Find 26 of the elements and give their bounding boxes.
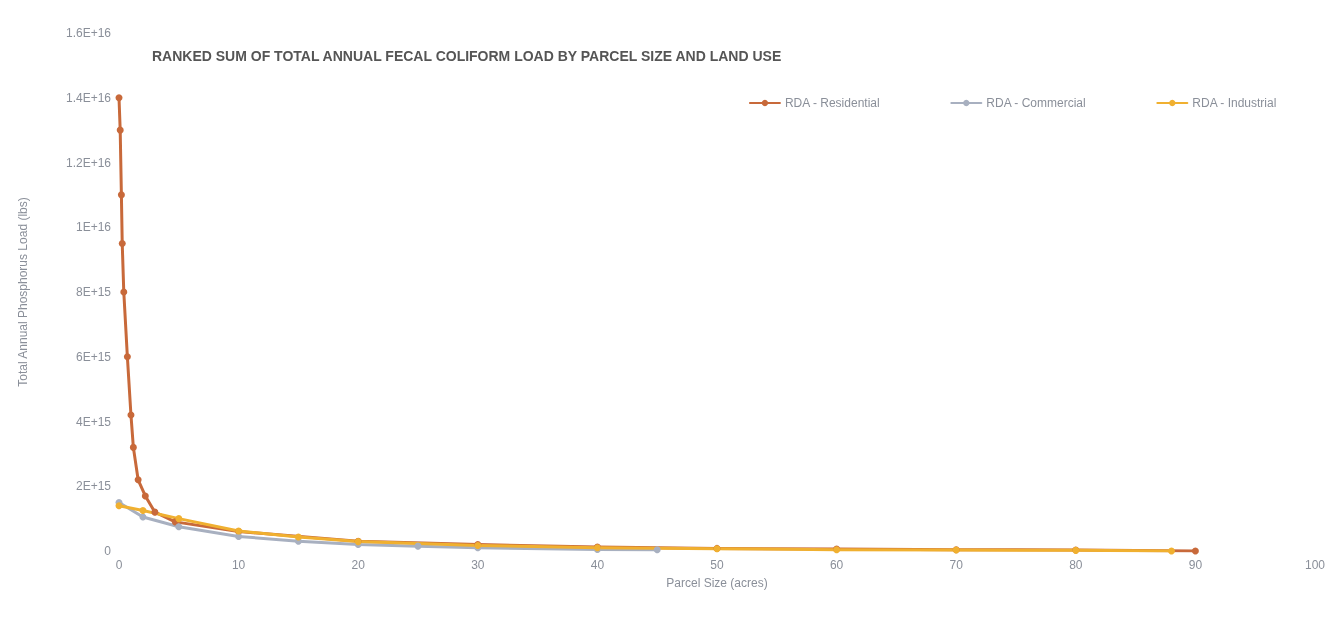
x-tick-label: 70 <box>949 558 964 572</box>
x-tick-label: 0 <box>115 558 123 572</box>
x-tick-label: 90 <box>1188 558 1203 572</box>
y-tick-label: 4E+15 <box>75 414 112 429</box>
x-tick-label: 40 <box>590 558 605 572</box>
legend-label: RDA - Residential <box>784 96 880 110</box>
x-tick-label: 80 <box>1069 558 1083 572</box>
y-tick-label: 8E+15 <box>75 285 112 299</box>
x-axis-title: Parcel Size (acres) <box>666 576 768 590</box>
legend-label: RDA - Industrial <box>1192 96 1277 110</box>
x-tick-label: 20 <box>351 558 366 572</box>
y-tick-label: 1.6E+16 <box>65 26 112 40</box>
legend-label: RDA - Commercial <box>986 96 1086 110</box>
text: RANKED SUM OF TOTAL ANNUAL FECAL COLIFORM LOAD BY PARCEL SIZE AND LAND USE <box>152 48 782 64</box>
x-tick-label: 50 <box>710 558 724 572</box>
x-tick-label: 10 <box>231 558 246 572</box>
y-tick-label: 0 <box>104 544 112 558</box>
y-tick-label: 6E+15 <box>75 349 112 364</box>
x-tick-label: 30 <box>471 558 485 572</box>
x-tick-label: 60 <box>829 558 844 572</box>
y-tick-label: 1.4E+16 <box>65 90 112 105</box>
y-tick-label: 2E+15 <box>75 479 112 494</box>
y-axis-title: Total Annual Phosphorus Load (lbs) <box>16 197 30 387</box>
y-tick-label: 1.2E+16 <box>65 155 112 170</box>
x-tick-label: 100 <box>1304 558 1326 572</box>
y-tick-label: 1E+16 <box>75 220 112 235</box>
